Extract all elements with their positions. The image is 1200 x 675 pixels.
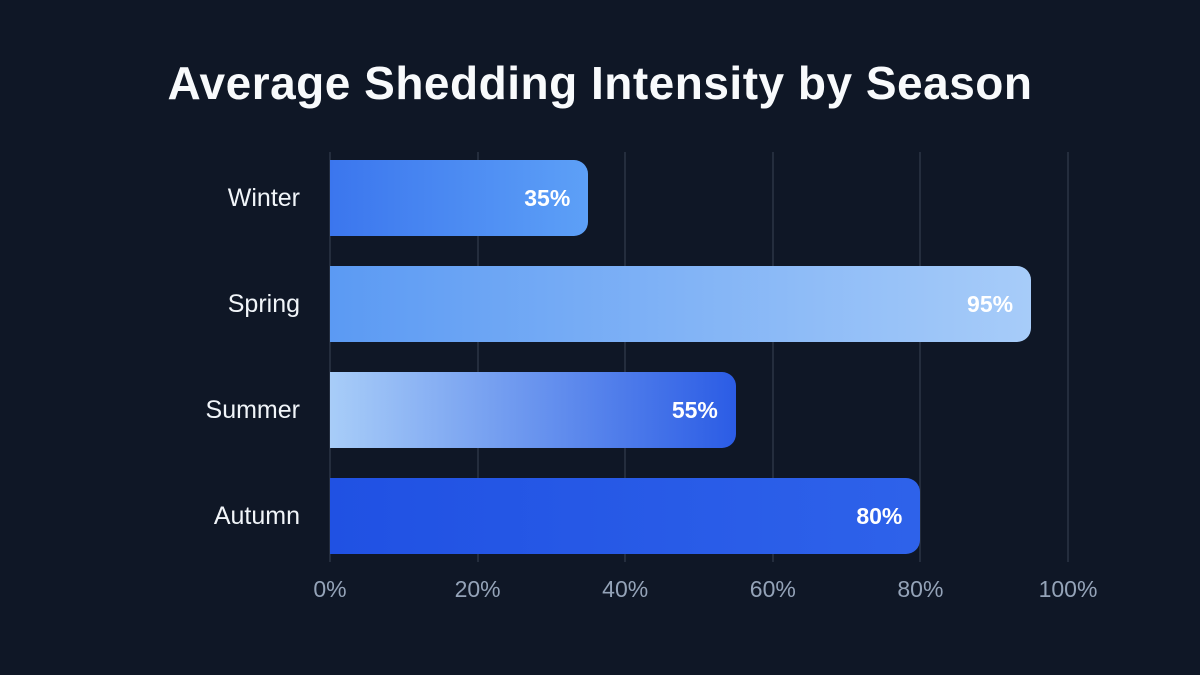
bar-value-label: 35% (524, 184, 571, 211)
bar-autumn: 80% (330, 478, 921, 554)
bar-spring: 95% (330, 266, 1032, 342)
bar-winter: 35% (330, 160, 589, 236)
bar-value-label: 55% (671, 396, 718, 423)
gridline-40% (624, 152, 627, 562)
bar-value-label: 95% (967, 290, 1014, 317)
gridline-100% (1067, 152, 1069, 562)
category-label-winter: Winter (227, 184, 300, 212)
bar-summer: 55% (330, 372, 736, 448)
bar-value-label: 80% (856, 502, 903, 529)
x-tick-60%: 60% (749, 576, 796, 602)
x-tick-20%: 20% (454, 576, 501, 602)
plot-area: Winter 35% Spring 95% Summer 55% Autumn 80% 0% 2… (206, 152, 1097, 602)
x-tick-100%: 100% (1038, 576, 1098, 602)
gridline-60% (771, 152, 774, 562)
x-tick-80%: 80% (897, 576, 944, 602)
gridline-0% (329, 152, 331, 562)
category-label-autumn: Autumn (213, 502, 300, 530)
x-tick-0%: 0% (313, 576, 347, 602)
gridline-20% (476, 152, 479, 562)
x-tick-40%: 40% (602, 576, 649, 602)
category-label-spring: Spring (227, 290, 300, 318)
category-label-summer: Summer (205, 396, 300, 424)
chart-title: Average Shedding Intensity by Season (167, 57, 1033, 109)
gridline-80% (919, 152, 922, 562)
